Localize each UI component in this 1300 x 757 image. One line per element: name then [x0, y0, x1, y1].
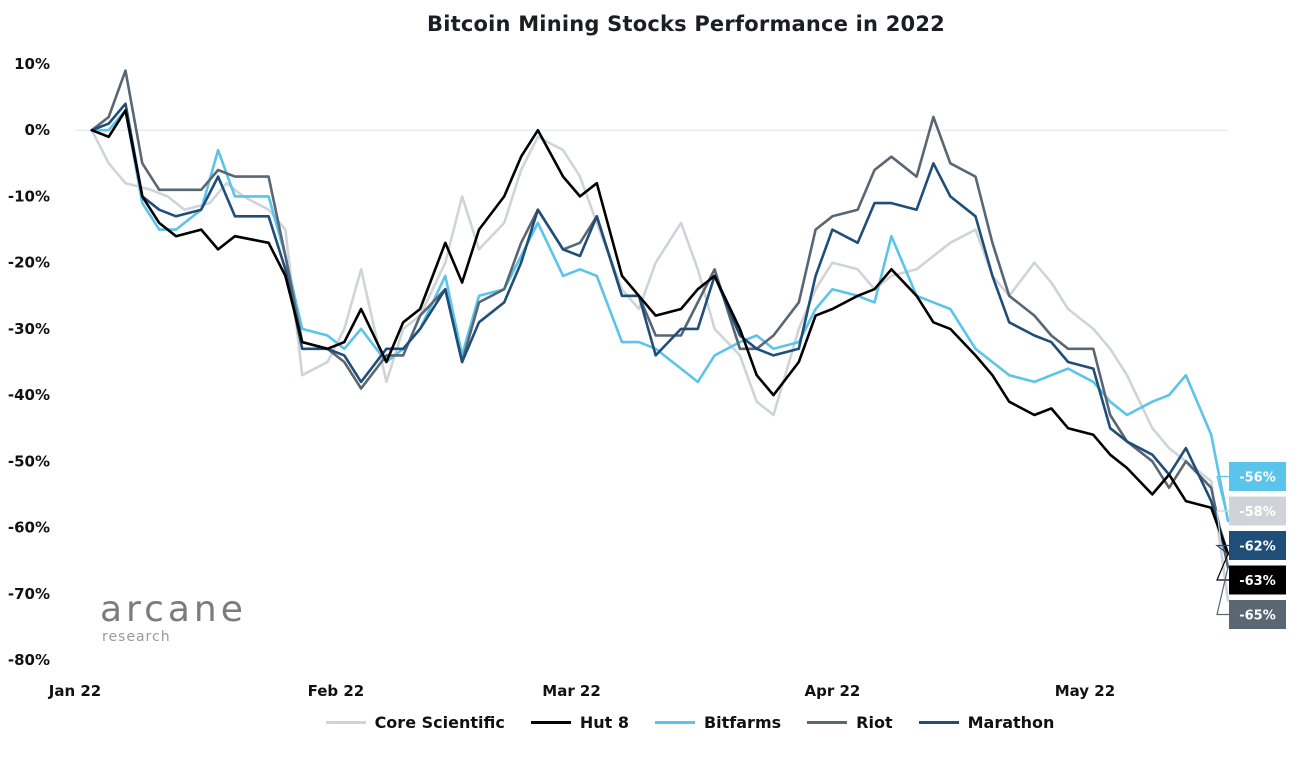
legend-item-core-scientific: Core Scientific — [325, 713, 505, 732]
legend-swatch-hut-8 — [530, 721, 571, 724]
end-label-leader — [1216, 475, 1229, 522]
end-label-value: -56% — [1239, 471, 1276, 486]
end-label-leader — [1216, 567, 1229, 616]
legend-item-riot: Riot — [807, 713, 893, 732]
y-tick-label: -60% — [8, 519, 50, 537]
y-tick-label: -30% — [8, 320, 50, 338]
legend-item-hut-8: Hut 8 — [530, 713, 629, 732]
legend-item-marathon: Marathon — [918, 713, 1055, 732]
legend-swatch-riot — [807, 721, 848, 724]
end-label-marathon: -62% — [1215, 531, 1286, 560]
y-tick-label: 0% — [25, 121, 50, 139]
chart-legend: Core Scientific Hut 8 Bitfarms Riot Mara… — [0, 713, 1300, 732]
y-tick-label: 10% — [14, 55, 50, 73]
y-tick-label: -70% — [8, 585, 50, 603]
series-line-core-scientific — [90, 128, 1230, 602]
end-label-box — [1229, 462, 1286, 491]
series-lines — [90, 69, 1230, 602]
logo-brand-text: arcane — [100, 589, 247, 630]
end-label-bitfarms: -56% — [1216, 462, 1286, 522]
x-tick-label: Mar 22 — [542, 682, 601, 700]
end-label-core-scientific: -58% — [1216, 496, 1286, 601]
logo-sub-text: research — [102, 629, 171, 645]
series-line-marathon — [90, 102, 1230, 556]
y-tick-label: -40% — [8, 386, 50, 404]
arcane-research-logo: arcane research — [100, 592, 247, 646]
end-label-riot: -65% — [1216, 567, 1286, 629]
series-line-riot — [90, 69, 1230, 569]
end-label-box — [1229, 600, 1286, 629]
legend-label-riot: Riot — [856, 713, 893, 732]
series-line-bitfarms — [90, 109, 1230, 523]
end-label-hut-8: -63% — [1216, 553, 1286, 595]
end-label-box — [1229, 565, 1286, 595]
x-tick-label: Feb 22 — [308, 682, 365, 700]
legend-swatch-bitfarms — [654, 721, 695, 724]
x-tick-label: May 22 — [1055, 682, 1115, 700]
legend-item-bitfarms: Bitfarms — [654, 713, 782, 732]
x-axis-tick-labels: Jan 22 Feb 22 Mar 22 Apr 22 May 22 — [48, 682, 1115, 700]
end-label-value: -58% — [1239, 505, 1276, 520]
end-label-value: -63% — [1239, 574, 1276, 589]
legend-swatch-marathon — [918, 721, 959, 724]
y-axis-tick-labels: 10% 0% -10% -20% -30% -40% -50% -60% -70% -80% — [8, 55, 50, 669]
legend-label-marathon: Marathon — [967, 713, 1055, 732]
x-tick-label: Apr 22 — [805, 682, 861, 700]
legend-swatch-core-scientific — [325, 721, 366, 724]
y-tick-label: -10% — [8, 187, 50, 205]
y-tick-label: -80% — [8, 651, 50, 669]
end-label-leader — [1216, 510, 1229, 601]
legend-label-core-scientific: Core Scientific — [374, 713, 505, 732]
legend-label-bitfarms: Bitfarms — [703, 713, 782, 732]
end-label-leader — [1215, 544, 1229, 555]
end-label-box — [1229, 531, 1286, 560]
legend-label-hut-8: Hut 8 — [579, 713, 629, 732]
series-line-hut-8 — [90, 109, 1230, 556]
end-label-value: -62% — [1239, 540, 1276, 555]
end-value-labels: -56% -58% -62% -63% -65% — [1215, 462, 1286, 629]
y-tick-label: -50% — [8, 452, 50, 470]
chart-title: Bitcoin Mining Stocks Performance in 202… — [427, 12, 945, 36]
y-tick-label: -20% — [8, 254, 50, 272]
end-label-value: -65% — [1239, 609, 1276, 624]
x-tick-label: Jan 22 — [48, 682, 101, 700]
end-label-box — [1229, 496, 1286, 526]
